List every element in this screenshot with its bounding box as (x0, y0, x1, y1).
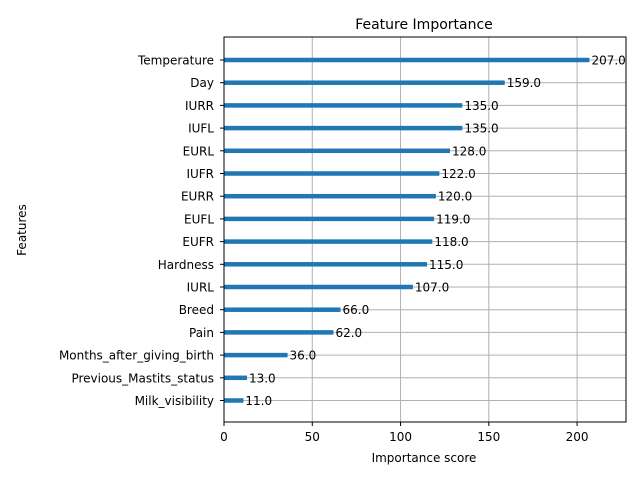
y-tick-label: Day (190, 76, 214, 90)
axis-ticks: 0 50 100 150 200 Temperature Day IURR IUFL EURL IU… (59, 54, 589, 445)
y-tick-label: Hardness (158, 258, 214, 272)
data-label: 115.0 (429, 258, 463, 272)
bars (224, 57, 590, 403)
y-tick-label: IURL (187, 281, 215, 295)
data-label: 66.0 (343, 303, 370, 317)
data-label: 135.0 (464, 122, 498, 136)
bar (224, 171, 440, 176)
x-tick-label: 200 (566, 430, 589, 444)
y-tick-label: EURL (183, 144, 215, 158)
data-label: 135.0 (464, 99, 498, 113)
y-axis-label: Features (15, 204, 29, 256)
y-tick-label: EUFL (184, 212, 214, 226)
y-tick-label: IUFL (188, 122, 214, 136)
bar (224, 352, 288, 358)
bar (224, 125, 463, 131)
bar (224, 284, 413, 290)
x-axis-label: Importance score (372, 451, 477, 465)
x-tick-label: 150 (477, 430, 500, 444)
chart-title: Feature Importance (355, 17, 493, 33)
data-label: 118.0 (434, 235, 468, 249)
bar (224, 216, 435, 222)
bar (224, 398, 244, 403)
bar (224, 57, 590, 63)
y-tick-label: Pain (189, 326, 214, 340)
bar (224, 80, 505, 85)
bar (224, 375, 247, 381)
gridlines (223, 37, 626, 422)
data-label: 36.0 (290, 349, 317, 363)
data-label: 120.0 (438, 190, 472, 204)
data-label: 62.0 (335, 326, 362, 340)
data-label: 207.0 (591, 54, 625, 68)
y-tick-label: IURR (185, 99, 214, 113)
data-label: 107.0 (415, 281, 449, 295)
bar (224, 239, 433, 244)
y-tick-label: Previous_Mastits_status (71, 371, 214, 385)
bar (224, 103, 463, 108)
bar (224, 307, 341, 312)
data-label: 11.0 (245, 394, 272, 408)
y-tick-label: Breed (179, 303, 214, 317)
value-labels: 207.0 159.0 135.0 135.0 128.0 122.0 120.0 119.0… (245, 54, 625, 409)
x-tick-label: 100 (389, 430, 412, 444)
data-label: 128.0 (452, 144, 486, 158)
x-tick-label: 0 (220, 430, 228, 444)
bar (224, 148, 450, 154)
y-tick-label: Milk_visibility (135, 394, 214, 408)
y-tick-label: EURR (181, 190, 214, 204)
bar (224, 262, 428, 267)
data-label: 122.0 (441, 167, 475, 181)
data-label: 119.0 (436, 212, 470, 226)
y-tick-label: Months_after_giving_birth (59, 349, 214, 363)
data-label: 159.0 (507, 76, 541, 90)
y-tick-label: IUFR (186, 167, 214, 181)
plot-frame (223, 36, 627, 423)
y-tick-label: EUFR (182, 235, 214, 249)
x-tick-label: 50 (305, 430, 320, 444)
y-tick-label: Temperature (137, 54, 214, 68)
data-label: 13.0 (249, 371, 276, 385)
bar (224, 193, 436, 199)
bar (224, 330, 334, 335)
